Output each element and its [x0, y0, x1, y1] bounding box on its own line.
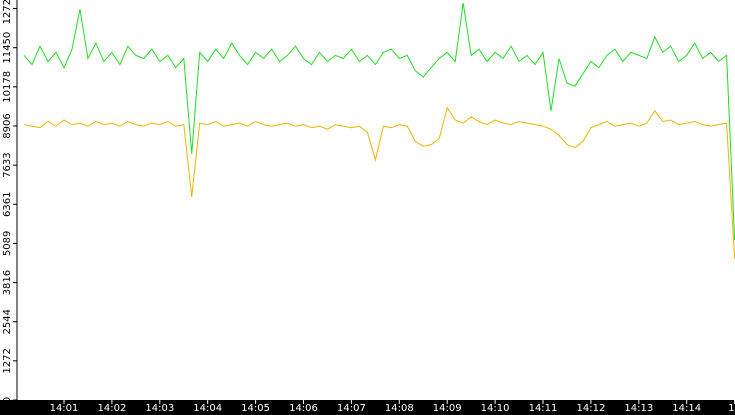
x-tick-label: 14:09 — [433, 403, 462, 414]
x-axis-band — [0, 400, 735, 415]
series-line — [23, 3, 735, 241]
y-tick-label: 7633 — [2, 152, 13, 177]
x-tick-label: 14:14 — [672, 403, 701, 414]
x-tick-label: 14:12 — [576, 403, 605, 414]
y-tick-label: 1272 — [2, 348, 13, 373]
x-tick-label: 14:02 — [97, 403, 126, 414]
y-tick-label: 8906 — [2, 113, 13, 138]
x-tick-label: 14:03 — [145, 403, 174, 414]
y-tick-label: 12723 — [2, 0, 13, 24]
x-tick-label: 14:07 — [337, 403, 366, 414]
x-tick-label: 14 — [728, 403, 735, 414]
y-tick-label: 3816 — [2, 270, 13, 295]
x-tick-label: 14:04 — [193, 403, 222, 414]
y-tick-label: 10178 — [2, 71, 13, 103]
y-tick-label: 6361 — [2, 192, 13, 217]
x-tick-label: 14:13 — [624, 403, 653, 414]
x-tick-label: 14:06 — [289, 403, 318, 414]
y-tick-label: 2544 — [2, 309, 13, 334]
series-line — [24, 106, 735, 259]
x-tick-label: 14:11 — [529, 403, 558, 414]
x-tick-label: 14:01 — [50, 403, 79, 414]
x-tick-label: 14:10 — [481, 403, 510, 414]
x-tick-label: 14:05 — [241, 403, 270, 414]
y-tick-label: 0 — [2, 397, 13, 403]
x-tick-label: 14:08 — [385, 403, 414, 414]
y-tick-label: 5089 — [2, 231, 13, 256]
y-tick-label: 11450 — [2, 32, 13, 64]
